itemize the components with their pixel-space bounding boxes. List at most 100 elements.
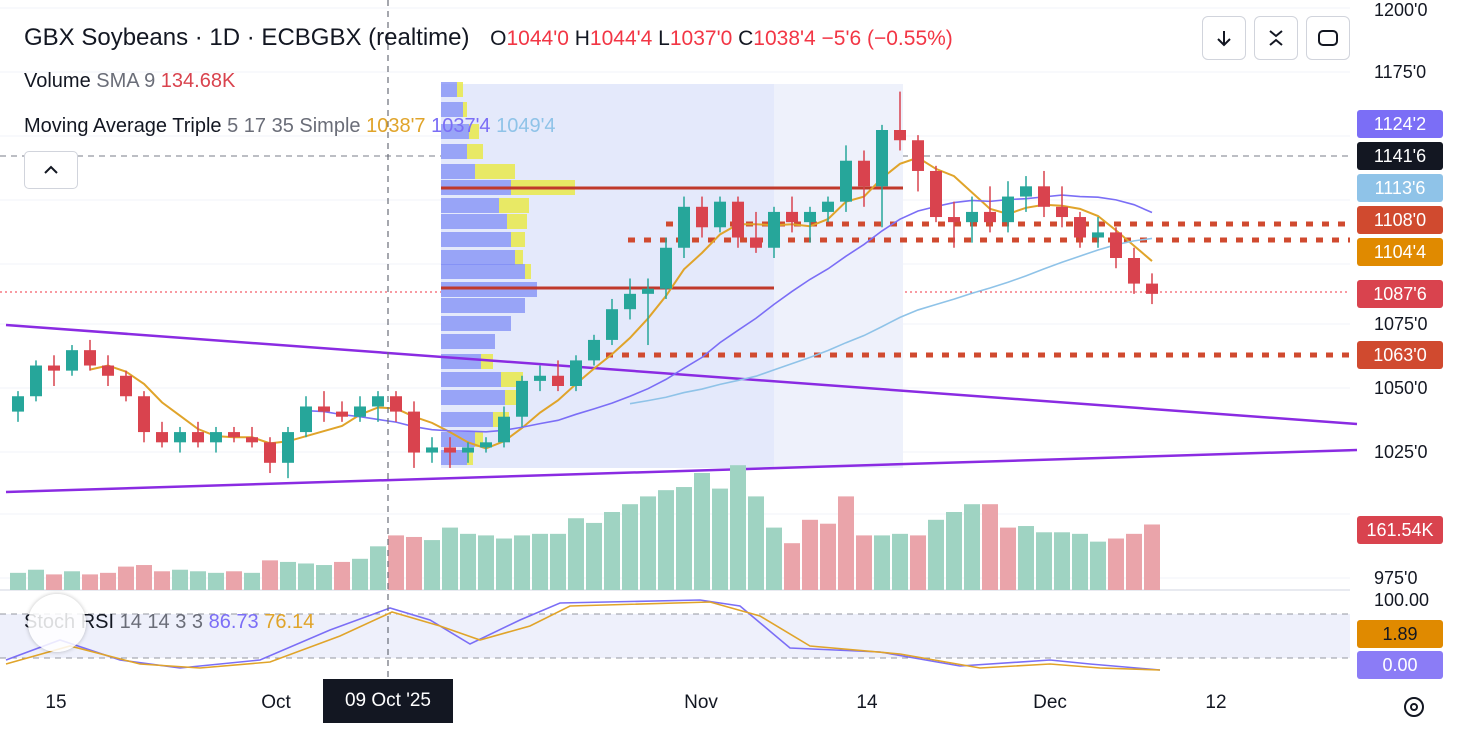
candle-body bbox=[444, 447, 456, 453]
candle-body bbox=[822, 201, 834, 212]
candle-body bbox=[858, 160, 870, 187]
volume-bar bbox=[820, 523, 836, 590]
candle-body bbox=[948, 217, 960, 223]
stoch-band bbox=[0, 614, 1350, 658]
chevron-up-icon bbox=[44, 165, 58, 174]
candlesticks bbox=[12, 91, 1158, 479]
volume-bar bbox=[874, 535, 890, 590]
volume-bar bbox=[748, 496, 764, 590]
x-tick-label: Nov bbox=[684, 692, 718, 713]
fullscreen-button[interactable] bbox=[1254, 16, 1298, 60]
candle-body bbox=[300, 406, 312, 433]
volume-bar bbox=[964, 504, 980, 590]
crosshair-date-label: 09 Oct '25 bbox=[323, 679, 453, 723]
volume-bar bbox=[370, 546, 386, 590]
volume-bar bbox=[154, 571, 170, 590]
candle-body bbox=[282, 432, 294, 463]
profile-bar bbox=[441, 198, 499, 213]
profile-bar bbox=[441, 432, 475, 447]
volume-bar bbox=[766, 527, 782, 590]
volume-bar bbox=[838, 496, 854, 590]
price-badge-ma35: 1113'6 bbox=[1357, 174, 1443, 202]
volume-badge: 161.54K bbox=[1357, 516, 1443, 544]
profile-bar bbox=[441, 250, 515, 265]
candle-body bbox=[228, 432, 240, 438]
volume-bar bbox=[10, 572, 26, 590]
candle-body bbox=[678, 206, 690, 248]
profile-bar bbox=[441, 164, 475, 179]
candle-body bbox=[408, 411, 420, 453]
profile-bar bbox=[467, 450, 473, 465]
candle-body bbox=[120, 375, 132, 397]
volume-bar bbox=[946, 512, 962, 590]
collapse-legend-button[interactable] bbox=[24, 151, 78, 189]
volume-bar bbox=[892, 533, 908, 590]
profile-bar bbox=[463, 102, 467, 117]
volume-bar bbox=[28, 569, 44, 590]
volume-bar bbox=[262, 560, 278, 590]
candle-body bbox=[912, 140, 924, 171]
profile-bar bbox=[441, 298, 525, 313]
chart-legend-title: GBX Soybeans · 1D · ECBGBX (realtime) O1… bbox=[24, 24, 953, 52]
y-tick-label: 1075'0 bbox=[1374, 314, 1428, 334]
candle-body bbox=[1038, 186, 1050, 207]
y-tick-label: 1050'0 bbox=[1374, 378, 1428, 398]
candle-body bbox=[966, 211, 978, 223]
profile-bar bbox=[441, 390, 505, 405]
ma-legend[interactable]: Moving Average Triple 5 17 35 Simple 103… bbox=[24, 115, 556, 137]
volume-bars bbox=[10, 465, 1160, 590]
trendline-upper bbox=[5, 323, 1358, 426]
volume-bar bbox=[1018, 526, 1034, 590]
candle-body bbox=[174, 432, 186, 443]
candle-body bbox=[372, 396, 384, 407]
candle-body bbox=[588, 339, 600, 361]
profile-bar bbox=[441, 372, 501, 387]
y-tick-label: 1025'0 bbox=[1374, 442, 1428, 462]
volume-bar bbox=[1144, 524, 1160, 590]
volume-bar bbox=[460, 533, 476, 590]
profile-bar bbox=[441, 334, 495, 349]
volume-bar bbox=[532, 533, 548, 590]
volume-bar bbox=[712, 488, 728, 590]
candle-body bbox=[1074, 217, 1086, 238]
x-tick-label: 14 bbox=[856, 692, 878, 713]
volume-bar bbox=[982, 504, 998, 590]
settings-icon[interactable] bbox=[1400, 693, 1428, 721]
volume-bar bbox=[1054, 532, 1070, 590]
candle-body bbox=[246, 437, 258, 443]
candle-body bbox=[786, 211, 798, 223]
candle-body bbox=[984, 211, 996, 223]
price-badge-support: 1063'0 bbox=[1357, 341, 1443, 369]
arrow-down-icon bbox=[1217, 31, 1231, 47]
volume-legend[interactable]: Volume SMA 9 134.68K bbox=[24, 70, 236, 92]
x-tick-label: 15 bbox=[45, 692, 67, 713]
volume-bar bbox=[82, 574, 98, 590]
candle-body bbox=[804, 211, 816, 223]
candle-body bbox=[660, 247, 672, 289]
profile-bar bbox=[441, 82, 457, 97]
volume-bar bbox=[208, 572, 224, 590]
candle-body bbox=[390, 396, 402, 412]
candle-body bbox=[30, 365, 42, 397]
symbol-title[interactable]: GBX Soybeans · 1D · ECBGBX (realtime) bbox=[24, 24, 470, 51]
candle-body bbox=[714, 201, 726, 228]
y-tick-label: 975'0 bbox=[1374, 568, 1418, 588]
stoch-rsi-panel bbox=[0, 599, 1350, 671]
candle-body bbox=[354, 406, 366, 417]
volume-bar bbox=[622, 504, 638, 590]
scroll-down-button[interactable] bbox=[1202, 16, 1246, 60]
volume-bar bbox=[46, 574, 62, 590]
price-badge-level: 1108'0 bbox=[1357, 206, 1443, 234]
price-badge-crosshair: 1141'6 bbox=[1357, 142, 1443, 170]
ohlc-readout: O1044'0 H1044'4 L1037'0 C1038'4 −5'6 (−0… bbox=[490, 27, 953, 50]
candle-body bbox=[534, 375, 546, 381]
candle-body bbox=[156, 432, 168, 443]
candle-body bbox=[84, 350, 96, 366]
candle-body bbox=[336, 411, 348, 417]
x-tick-label: 12 bbox=[1205, 692, 1227, 713]
volume-bar bbox=[496, 538, 512, 590]
profile-bar bbox=[525, 264, 531, 279]
y-tick-label: 1175'0 bbox=[1374, 62, 1427, 82]
screenshot-button[interactable] bbox=[1306, 16, 1350, 60]
